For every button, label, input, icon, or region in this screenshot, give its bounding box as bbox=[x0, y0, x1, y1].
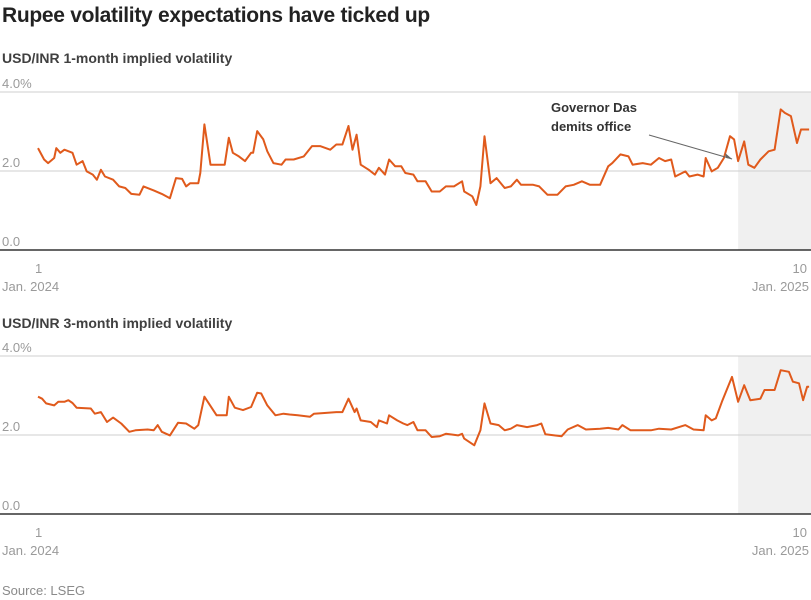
chart-1: 0.0 2.0 4.0% 1 Jan. 2024 10 Jan. 2025 Governor … bbox=[0, 76, 811, 294]
x-tick-month: Jan. 2025 bbox=[752, 543, 809, 558]
annotation-text: Governor Das bbox=[551, 100, 637, 115]
x-tick-day: 1 bbox=[35, 525, 42, 540]
x-tick-day: 1 bbox=[35, 261, 42, 276]
x-tick-day: 10 bbox=[793, 261, 807, 276]
x-tick-day: 10 bbox=[793, 525, 807, 540]
y-tick-label: 4.0% bbox=[2, 340, 32, 355]
chart-1-subtitle: USD/INR 1-month implied volatility bbox=[2, 50, 233, 66]
x-tick-month: Jan. 2024 bbox=[2, 279, 59, 294]
y-tick-label: 0.0 bbox=[2, 234, 20, 249]
y-tick-label: 0.0 bbox=[2, 498, 20, 513]
annotation-arrow bbox=[648, 134, 733, 160]
y-tick-label: 4.0% bbox=[2, 76, 32, 91]
chart-2-subtitle: USD/INR 3-month implied volatility bbox=[2, 315, 233, 331]
chart-2: 0.0 2.0 4.0% 1 Jan. 2024 10 Jan. 2025 bbox=[0, 340, 811, 558]
chart-title: Rupee volatility expectations have ticke… bbox=[2, 4, 430, 27]
source-note: Source: LSEG bbox=[2, 583, 86, 598]
y-tick-label: 2.0 bbox=[2, 419, 20, 434]
y-tick-label: 2.0 bbox=[2, 155, 20, 170]
annotation-arrowhead bbox=[725, 153, 733, 159]
series-line bbox=[37, 369, 810, 447]
series-line bbox=[37, 108, 810, 206]
x-tick-month: Jan. 2024 bbox=[2, 543, 59, 558]
annotation-text: demits office bbox=[551, 119, 631, 134]
x-tick-month: Jan. 2025 bbox=[752, 279, 809, 294]
